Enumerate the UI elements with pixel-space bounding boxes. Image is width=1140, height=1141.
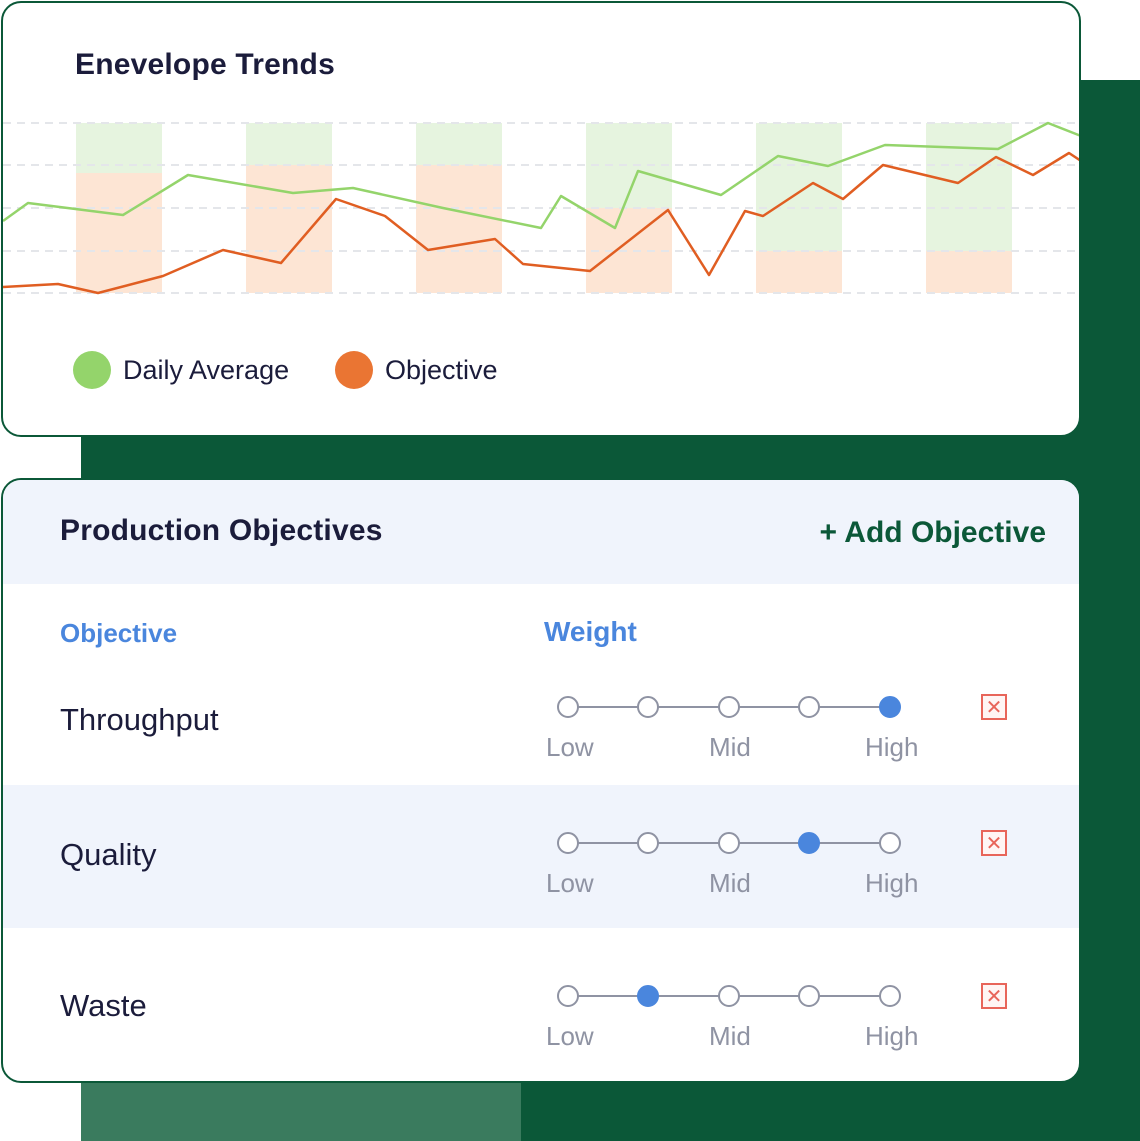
objective-row: Quality (3, 785, 1079, 928)
objective-row: Waste (3, 928, 1079, 1081)
weight-option-5[interactable] (879, 985, 901, 1007)
weight-option-3[interactable] (718, 832, 740, 854)
column-header-weight: Weight (544, 616, 637, 647)
weight-option-2[interactable] (637, 696, 659, 718)
weight-option-1[interactable] (557, 985, 579, 1007)
chart-band-orange (756, 251, 842, 293)
legend-dot-icon (335, 351, 373, 389)
weight-option-1[interactable] (557, 832, 579, 854)
legend-objective: Objective (335, 351, 498, 389)
chart-band-green (926, 123, 1012, 251)
objective-line (3, 151, 1079, 295)
scale-label-high: High (865, 868, 919, 898)
trends-card: Enevelope Trends Daily Average Objective (1, 1, 1081, 437)
scale-label-high: High (865, 732, 919, 762)
chart-band-orange (246, 165, 332, 293)
scale-label-high: High (865, 1021, 919, 1051)
chart-band-orange (926, 251, 1012, 293)
objectives-card: Production Objectives + Add Objective Ob… (1, 478, 1081, 1083)
objectives-title: Production Objectives (60, 514, 383, 547)
legend-dot-icon (73, 351, 111, 389)
legend-label: Objective (385, 354, 498, 385)
weight-option-4[interactable] (798, 832, 820, 854)
objectives-header: Production Objectives + Add Objective (3, 480, 1079, 584)
weight-option-5[interactable] (879, 832, 901, 854)
delete-objective-button[interactable]: ✕ (981, 694, 1007, 720)
scale-label-mid: Mid (709, 868, 751, 898)
chart-band-orange (76, 173, 162, 293)
weight-option-3[interactable] (718, 696, 740, 718)
objective-name: Throughput (60, 702, 219, 737)
delete-objective-button[interactable]: ✕ (981, 983, 1007, 1009)
weight-option-4[interactable] (798, 985, 820, 1007)
legend-label: Daily Average (123, 354, 290, 385)
scale-label-mid: Mid (709, 732, 751, 762)
background-accent (81, 1078, 521, 1141)
scale-label-mid: Mid (709, 1021, 751, 1051)
column-header-objective: Objective (60, 618, 178, 648)
weight-option-5[interactable] (879, 696, 901, 718)
delete-objective-button[interactable]: ✕ (981, 830, 1007, 856)
chart-band-orange (416, 165, 502, 293)
objective-name: Waste (60, 988, 147, 1023)
objective-row: Throughput (3, 650, 1079, 785)
weight-option-4[interactable] (798, 696, 820, 718)
daily-average-line (3, 121, 1079, 230)
weight-slider[interactable] (557, 828, 907, 858)
scale-label-low: Low (546, 868, 594, 898)
chart-band-green (756, 123, 842, 251)
chart-band-green (416, 123, 502, 165)
weight-slider[interactable] (557, 692, 907, 722)
scale-label-low: Low (546, 1021, 594, 1051)
scale-label-low: Low (546, 732, 594, 762)
weight-slider[interactable] (557, 981, 907, 1011)
objective-name: Quality (60, 837, 157, 872)
trends-title: Enevelope Trends (75, 48, 335, 81)
trends-chart (3, 121, 1079, 295)
add-objective-button[interactable]: + Add Objective (819, 516, 1046, 549)
legend-daily-average: Daily Average (73, 351, 289, 389)
weight-option-3[interactable] (718, 985, 740, 1007)
chart-band-green (246, 123, 332, 165)
weight-option-2[interactable] (637, 832, 659, 854)
chart-band-orange (586, 208, 672, 293)
weight-option-2[interactable] (637, 985, 659, 1007)
weight-option-1[interactable] (557, 696, 579, 718)
